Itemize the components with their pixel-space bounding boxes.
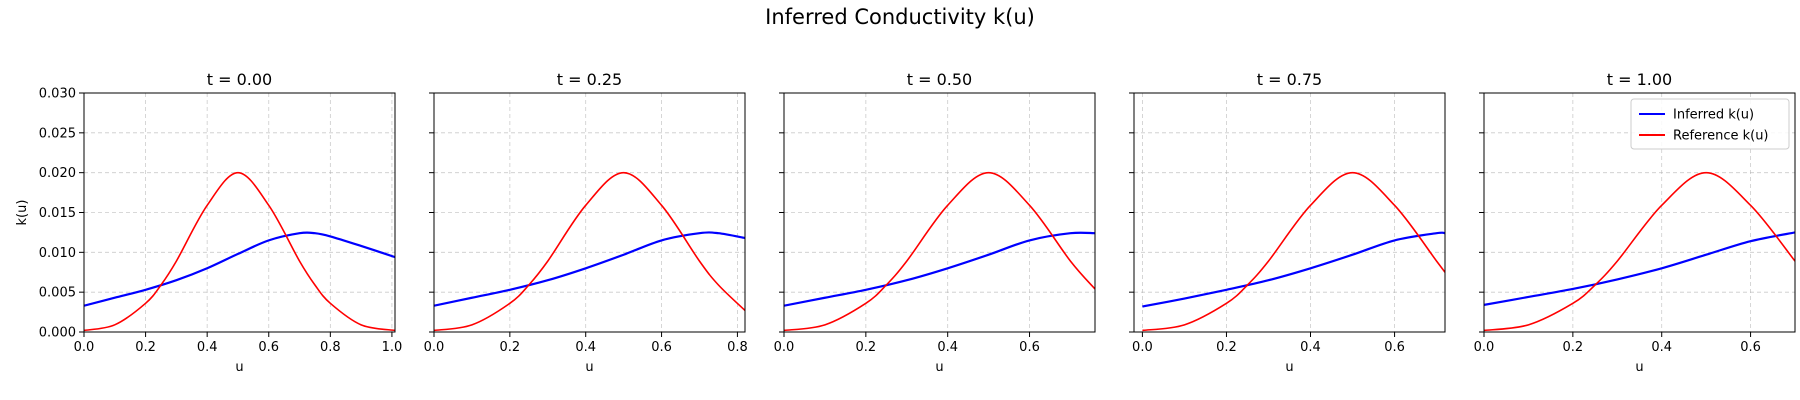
inferred-k-line <box>1484 231 1795 306</box>
reference-k-line <box>1484 171 1795 332</box>
panel-3: 0.0 0.2 0.4 0.6 t = 0.75 u <box>1129 70 1446 375</box>
inferred-k-line <box>434 231 745 307</box>
y-tick-label: 0.015 <box>39 206 76 221</box>
panel-title: t = 0.75 <box>1257 70 1322 89</box>
x-tick-label: 0.6 <box>1019 340 1040 355</box>
y-tick-label: 0.005 <box>39 286 76 301</box>
x-tick-label: 0.2 <box>135 340 156 355</box>
y-tick-label: 0.020 <box>39 166 76 181</box>
inferred-k-line <box>84 231 395 307</box>
x-axis-label: u <box>1635 360 1643 375</box>
grid <box>83 92 395 333</box>
x-tick-label: 0.6 <box>258 340 279 355</box>
legend-box <box>1630 98 1790 150</box>
y-tick-label: 0.000 <box>39 326 76 341</box>
x-axis-label: u <box>585 360 593 375</box>
panel-0: 0.0 0.2 0.4 0.6 0.8 1.0 0.000 0.005 0.010 0.015 0.… <box>15 70 402 375</box>
y-axis-label: k(u) <box>15 200 30 226</box>
x-tick-label: 0.4 <box>937 340 958 355</box>
x-tick-label: 0.8 <box>320 340 341 355</box>
inferred-k-line <box>1142 231 1445 308</box>
legend-label: Inferred k(u) <box>1673 108 1754 123</box>
legend-label: Reference k(u) <box>1673 129 1769 144</box>
x-tick-label: 0.0 <box>1132 340 1153 355</box>
x-tick-label: 0.6 <box>651 340 672 355</box>
panel-1: 0.0 0.2 0.4 0.6 0.8 t = 0.25 u <box>424 70 748 375</box>
reference-k-line <box>434 171 745 332</box>
x-tick-label: 1.0 <box>382 340 403 355</box>
x-tick-label: 0.8 <box>727 340 748 355</box>
y-tick-label: 0.030 <box>39 87 76 102</box>
x-tick-label: 0.2 <box>1563 340 1584 355</box>
x-tick-label: 0.2 <box>855 340 876 355</box>
legend: Inferred k(u) Reference k(u) <box>1630 98 1790 150</box>
x-axis-label: u <box>935 360 943 375</box>
x-tick-label: 0.2 <box>1216 340 1237 355</box>
panel-title: t = 0.25 <box>557 70 622 89</box>
x-tick-label: 0.0 <box>774 340 795 355</box>
x-tick-label: 0.4 <box>1651 340 1672 355</box>
x-axis-label: u <box>1285 360 1293 375</box>
x-tick-label: 0.4 <box>1300 340 1321 355</box>
x-tick-label: 0.2 <box>500 340 521 355</box>
reference-k-line <box>84 171 395 332</box>
panels: 0.0 0.2 0.4 0.6 0.8 1.0 0.000 0.005 0.010 0.015 0.… <box>15 70 1796 375</box>
x-tick-label: 0.4 <box>575 340 596 355</box>
grid <box>1134 92 1445 333</box>
x-tick-label: 0.0 <box>1474 340 1495 355</box>
panel-4: 0.0 0.2 0.4 0.6 t = 1.00 u Inferred k(u) Refere… <box>1474 70 1796 375</box>
figure-title: Inferred Conductivity k(u) <box>765 5 1035 29</box>
x-axis-label: u <box>235 360 243 375</box>
reference-k-line <box>1142 171 1445 332</box>
y-tick-label: 0.025 <box>39 126 76 141</box>
panel-title: t = 1.00 <box>1607 70 1672 89</box>
x-tick-label: 0.6 <box>1384 340 1405 355</box>
x-tick-label: 0.4 <box>197 340 218 355</box>
inferred-k-line <box>784 231 1095 307</box>
x-tick-label: 0.0 <box>74 340 95 355</box>
x-tick-label: 0.6 <box>1740 340 1761 355</box>
y-tick-label: 0.010 <box>39 246 76 261</box>
panel-title: t = 0.50 <box>907 70 972 89</box>
panel-title: t = 0.00 <box>207 70 272 89</box>
x-tick-label: 0.0 <box>424 340 445 355</box>
reference-k-line <box>784 171 1095 332</box>
panel-2: 0.0 0.2 0.4 0.6 t = 0.50 u <box>774 70 1096 375</box>
